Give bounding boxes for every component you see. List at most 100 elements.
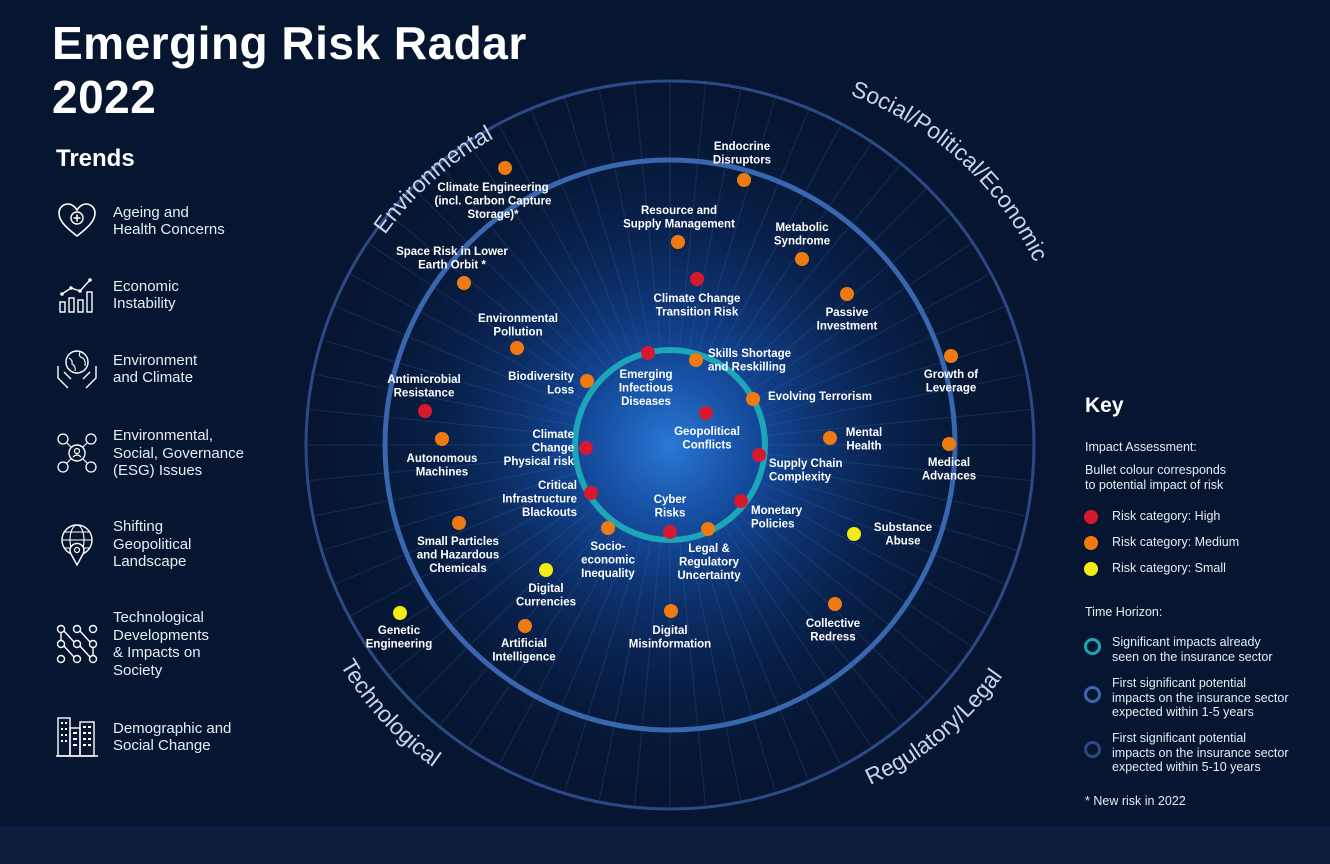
- radar-spoke: [368, 243, 589, 391]
- risk-skills-shortage-and-reskilling: Skills Shortage and Reskilling: [689, 348, 791, 374]
- people-network-icon: [57, 433, 97, 473]
- radar-spoke: [766, 463, 1026, 517]
- radar-spoke: [767, 454, 1031, 481]
- radar-spoke: [751, 499, 972, 647]
- risk-label: Medical Advances: [922, 457, 976, 483]
- risk-climate-engineering-incl-carbon-capture-storage: Climate Engineering (incl. Carbon Capture…: [435, 161, 552, 221]
- trends-heading: Trends: [56, 145, 135, 172]
- footnote: * New risk in 2022: [1085, 794, 1186, 808]
- risk-items: Climate Engineering (incl. Carbon Capture…: [366, 141, 979, 664]
- radar-spoke: [468, 526, 616, 747]
- radar-spoke: [350, 490, 584, 617]
- radar-spoke: [314, 463, 574, 517]
- radar-spoke: [766, 373, 1026, 427]
- trend-label: Economic Instability: [113, 277, 179, 313]
- trend-esg: Environmental, Social, Governance (ESG) …: [54, 427, 294, 480]
- risk-dot-medium: [518, 619, 532, 633]
- key-item-high: Risk category: High: [1084, 509, 1330, 524]
- globe-in-hands-icon: [57, 350, 97, 389]
- radar-spoke: [738, 188, 927, 377]
- risk-autonomous-machines: Autonomous Machines: [407, 432, 477, 479]
- risk-dot-medium: [828, 597, 842, 611]
- radar-spoke: [688, 89, 742, 349]
- trend-ageing-health: Ageing and Health Concerns: [54, 198, 294, 244]
- risk-dot-high: [699, 406, 713, 420]
- radar-spoke: [498, 125, 625, 359]
- risk-dot-medium: [664, 604, 678, 618]
- radar-glow: [300, 75, 1040, 815]
- risk-dot-medium: [746, 392, 760, 406]
- radar-spoke: [688, 541, 742, 801]
- risk-label: Substance Abuse: [874, 522, 932, 548]
- radar-spoke: [368, 499, 589, 647]
- page-title: Emerging Risk Radar 2022: [52, 16, 527, 124]
- radar-spoke: [679, 542, 706, 806]
- risk-metabolic-syndrome: Metabolic Syndrome: [774, 222, 830, 266]
- risk-label: Evolving Terrorism: [768, 391, 872, 403]
- risk-climate-change-physical-risk: Climate Change Physical risk: [504, 429, 593, 468]
- radar-spoke: [335, 482, 580, 584]
- key-ring-middle: First significant potential impacts on t…: [1084, 676, 1330, 720]
- risk-dot-medium: [580, 374, 594, 388]
- radar-spoke: [439, 164, 609, 370]
- risk-dot-medium: [498, 161, 512, 175]
- high-dot-icon: [1084, 510, 1098, 524]
- risk-dot-medium: [689, 353, 703, 367]
- radar-spoke: [767, 409, 1031, 436]
- radar-spoke: [707, 110, 809, 355]
- risk-collective-redress: Collective Redress: [806, 597, 860, 644]
- radar-spoke: [679, 84, 706, 348]
- key-item-label: Risk category: Medium: [1112, 535, 1240, 549]
- risk-evolving-terrorism: Evolving Terrorism: [746, 391, 872, 406]
- risk-dot-high: [734, 494, 748, 508]
- time-horizon-title: Time Horizon:: [1085, 605, 1163, 619]
- risk-dot-medium: [457, 276, 471, 290]
- risk-dot-medium: [737, 173, 751, 187]
- radar-spoke: [468, 143, 616, 364]
- risk-dot-high: [584, 486, 598, 500]
- risk-label: Climate Engineering (incl. Carbon Capture…: [435, 182, 552, 221]
- risk-dot-small: [539, 563, 553, 577]
- risk-dot-high: [641, 346, 655, 360]
- risk-label: Passive Investment: [817, 307, 878, 333]
- radar-spoke: [413, 188, 602, 377]
- risk-radar: Environmental Social/Political/Economic …: [300, 75, 1053, 815]
- radar-spoke: [634, 542, 661, 806]
- risk-dot-medium: [823, 431, 837, 445]
- globe-location-pin-icon: [61, 524, 93, 567]
- trend-label: Environmental, Social, Governance (ESG) …: [113, 427, 244, 479]
- risk-dot-high: [752, 448, 766, 462]
- risk-label: Skills Shortage and Reskilling: [708, 348, 791, 374]
- risk-dot-medium: [701, 522, 715, 536]
- risk-dot-high: [418, 404, 432, 418]
- growth-chart-icon: [59, 278, 93, 313]
- risk-antimicrobial-resistance: Antimicrobial Resistance: [387, 374, 461, 418]
- trend-label: Ageing and Health Concerns: [113, 203, 225, 239]
- risk-medical-advances: Medical Advances: [922, 437, 976, 483]
- risk-dot-medium: [510, 341, 524, 355]
- small-dot-icon: [1084, 562, 1098, 576]
- risk-label: Resource and Supply Management: [623, 205, 735, 231]
- risk-substance-abuse: Substance Abuse: [847, 522, 932, 548]
- risk-label: Emerging Infectious Diseases: [619, 369, 673, 408]
- risk-label: Socio-economic Inequality: [581, 541, 635, 580]
- risk-label: Metabolic Syndrome: [774, 222, 830, 248]
- radar-spoke: [564, 98, 643, 352]
- risk-label: Digital Misinformation: [629, 625, 711, 651]
- key-ring-label: First significant potential impacts on t…: [1112, 676, 1289, 719]
- radar-spoke: [531, 110, 633, 355]
- radar-spoke: [760, 306, 1005, 408]
- key-item-medium: Risk category: Medium: [1084, 535, 1330, 550]
- radar-spoke: [634, 84, 661, 348]
- radar-spoke: [707, 535, 809, 780]
- risk-dot-medium: [435, 432, 449, 446]
- radar-spoke: [598, 89, 652, 349]
- radar-spoke: [763, 339, 1017, 418]
- radar-spoke: [598, 541, 652, 801]
- key-item-label: Risk category: High: [1112, 509, 1221, 523]
- risk-label: Artificial Intelligence: [492, 638, 555, 664]
- middle-ring-icon: [1084, 686, 1101, 703]
- risk-biodiversity-loss: Biodiversity Loss: [508, 371, 594, 397]
- radar-spoke: [731, 520, 901, 726]
- trend-environment-climate: Environment and Climate: [54, 346, 294, 392]
